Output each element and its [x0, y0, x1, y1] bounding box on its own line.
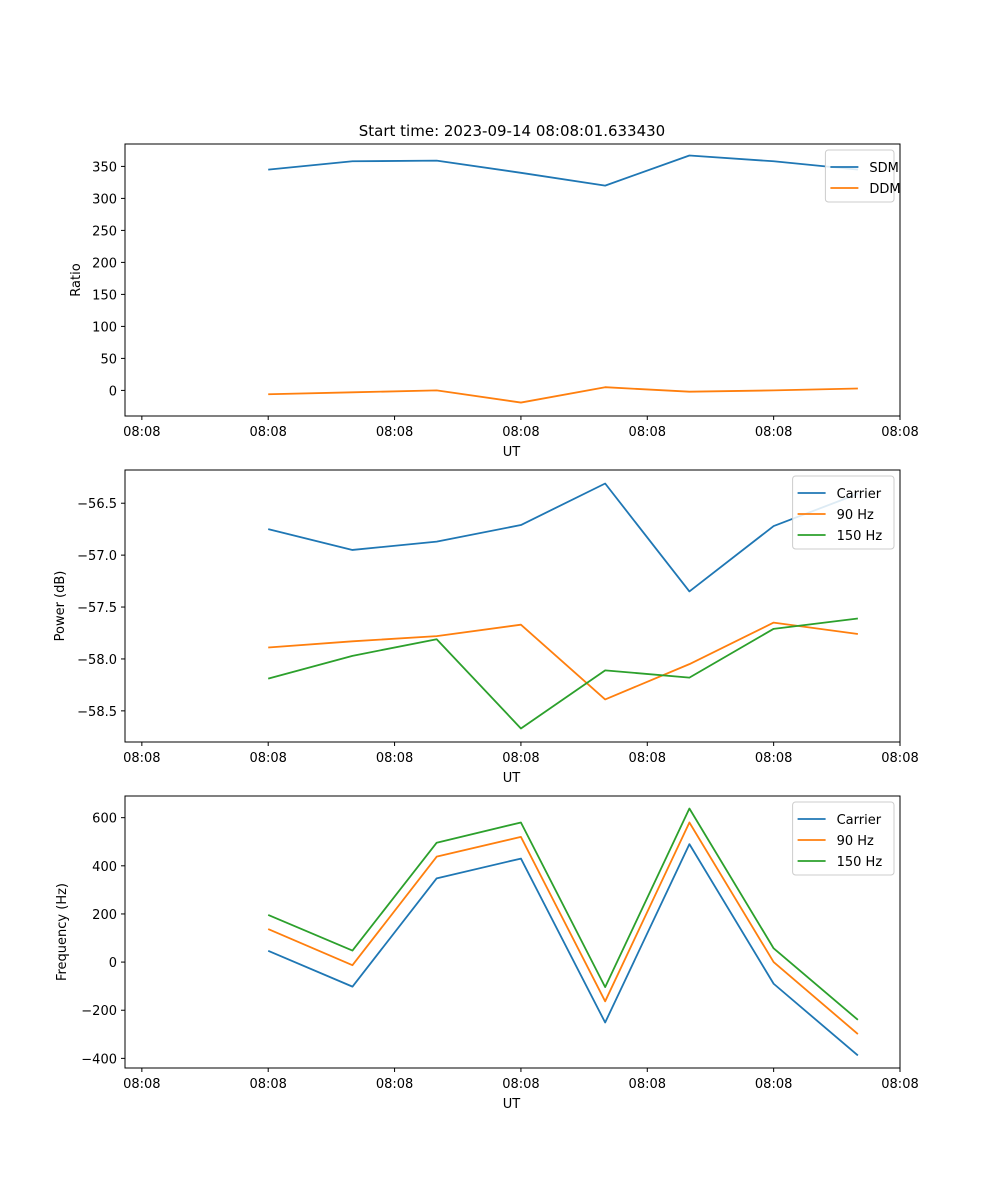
frequency-x-tick-label: 08:08: [755, 1077, 792, 1092]
power-y-axis-label: Power (dB): [53, 571, 68, 642]
power-x-tick-label: 08:08: [376, 751, 413, 766]
frequency-legend-box: [792, 801, 895, 876]
ratio-x-tick-label: 08:08: [249, 425, 286, 440]
frequency-series-line-carrier: [267, 843, 859, 1057]
power-series-line-carrier: [267, 482, 859, 593]
ratio-x-tick-label: 08:08: [502, 425, 539, 440]
frequency-axes-frame: [124, 795, 901, 1069]
ratio-y-tick-label: 150: [92, 288, 117, 303]
frequency-x-tick-label: 08:08: [376, 1077, 413, 1092]
power-x-tick-label: 08:08: [881, 751, 918, 766]
power-x-tick-label: 08:08: [629, 751, 666, 766]
power-series-line-150-hz: [267, 617, 858, 730]
ratio-x-tick-label: 08:08: [629, 425, 666, 440]
ratio-axes-frame: [124, 143, 901, 417]
ratio-legend-box: [824, 149, 895, 203]
power-legend-label-90-hz: 90 Hz: [837, 508, 874, 523]
ratio-legend: SDM DDM: [824, 149, 901, 203]
frequency-y-tick-label: 200: [92, 908, 117, 923]
power-legend-label-150-hz: 150 Hz: [837, 529, 883, 544]
ratio-y-tick-label: 50: [100, 352, 117, 367]
power-legend-label-carrier: Carrier: [837, 487, 882, 502]
frequency-x-tick-label: 08:08: [881, 1077, 918, 1092]
frequency-legend-label-carrier: Carrier: [837, 813, 882, 828]
power-y-tick-label: −57.5: [77, 601, 117, 616]
power-x-tick-label: 08:08: [123, 751, 160, 766]
frequency-series-line-150-hz: [267, 807, 859, 1021]
frequency-y-tick-label: 0: [109, 956, 117, 971]
power-y-tick-label: −58.5: [77, 705, 117, 720]
ratio-y-tick-label: 100: [92, 320, 117, 335]
power-series-line-90-hz: [268, 621, 859, 701]
ratio-y-tick-label: 250: [92, 224, 117, 239]
ratio-x-tick-label: 08:08: [881, 425, 918, 440]
frequency-y-axis-label: Frequency (Hz): [55, 883, 70, 981]
power-legend: Carrier 90 Hz 150 Hz: [792, 475, 895, 550]
frequency-legend-label-90-hz: 90 Hz: [837, 834, 874, 849]
power-x-tick-label: 08:08: [502, 751, 539, 766]
ratio-series-line-sdm: [268, 154, 858, 187]
frequency-panel: 08:08 08:08 08:08 08:08 08:08 08:08 08:08 −400 −…: [55, 795, 919, 1112]
power-y-tick-label: −57.0: [77, 549, 117, 564]
frequency-y-tick-label: 600: [92, 812, 117, 827]
ratio-x-tick-label: 08:08: [755, 425, 792, 440]
ratio-x-tick-label: 08:08: [123, 425, 160, 440]
power-y-tick-label: −56.5: [77, 497, 117, 512]
power-legend-box: [792, 475, 895, 550]
frequency-x-tick-label: 08:08: [502, 1077, 539, 1092]
frequency-legend-label-150-hz: 150 Hz: [837, 855, 883, 870]
frequency-y-tick-label: −200: [81, 1004, 117, 1019]
frequency-x-tick-label: 08:08: [629, 1077, 666, 1092]
frequency-legend: Carrier 90 Hz 150 Hz: [792, 801, 895, 876]
ratio-y-axis-label: Ratio: [69, 263, 84, 296]
chart-title: Start time: 2023-09-14 08:08:01.633430: [359, 122, 665, 140]
power-x-tick-label: 08:08: [755, 751, 792, 766]
ratio-y-tick-label: 0: [109, 384, 117, 399]
power-x-tick-label: 08:08: [249, 751, 286, 766]
ratio-legend-label-sdm: SDM: [869, 161, 898, 176]
ratio-series-line-ddm: [268, 386, 858, 404]
ratio-legend-label-ddm: DDM: [869, 182, 900, 197]
frequency-y-tick-label: −400: [81, 1052, 117, 1067]
ratio-y-tick-label: 300: [92, 192, 117, 207]
frequency-x-tick-label: 08:08: [123, 1077, 160, 1092]
power-axes-frame: [124, 469, 901, 743]
ratio-x-tick-label: 08:08: [376, 425, 413, 440]
frequency-x-axis-label: UT: [503, 1097, 521, 1112]
frequency-x-tick-label: 08:08: [249, 1077, 286, 1092]
ratio-panel: 08:08 08:08 08:08 08:08 08:08 08:08 08:08 0 50 10…: [69, 143, 919, 460]
frequency-series-line-90-hz: [267, 821, 859, 1035]
power-panel: 08:08 08:08 08:08 08:08 08:08 08:08 08:08 −58.5…: [53, 469, 919, 786]
power-x-axis-label: UT: [503, 771, 521, 786]
ratio-y-tick-label: 350: [92, 160, 117, 175]
ratio-y-tick-label: 200: [92, 256, 117, 271]
power-y-tick-label: −58.0: [77, 653, 117, 668]
ratio-x-axis-label: UT: [503, 445, 521, 460]
frequency-y-tick-label: 400: [92, 860, 117, 875]
